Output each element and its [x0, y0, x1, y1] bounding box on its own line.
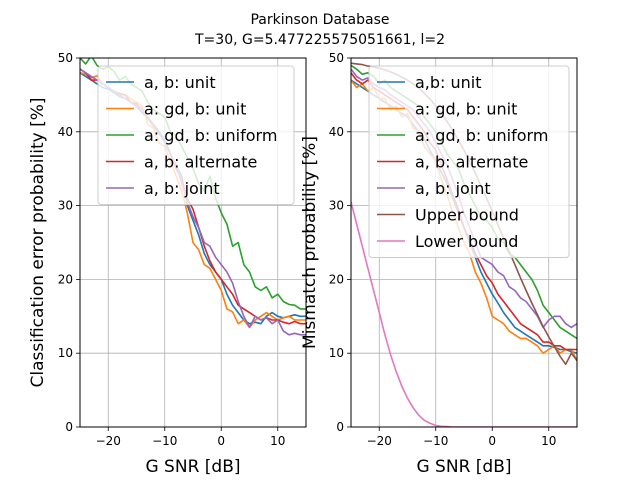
x-tick-label: −20 [367, 434, 392, 448]
y-tick-label: 50 [329, 51, 344, 65]
legend-label: a: gd, b: uniform [415, 126, 548, 145]
left-axes-frame [79, 57, 307, 428]
legend-label: a, b: unit [144, 73, 216, 92]
y-tick-label: 20 [58, 272, 73, 286]
legend-label: a: gd, b: unit [144, 100, 246, 119]
figure-title-line2: T=30, G=5.477225575051661, l=2 [194, 32, 445, 48]
series-line-lower-bound [351, 201, 577, 427]
left-xlabel: G SNR [dB] [145, 457, 240, 477]
x-tick-label: 10 [541, 434, 556, 448]
y-tick-label: 0 [336, 420, 344, 434]
y-tick-label: 10 [329, 346, 344, 360]
right-ylabel: Mismatch probability [%] [300, 136, 320, 349]
x-tick-label: 10 [270, 434, 285, 448]
legend-label: Lower bound [415, 232, 518, 251]
legend-label: a, b: alternate [144, 153, 257, 172]
right-ticks: −20 −10 0 10 0 10 20 30 40 50 [329, 51, 557, 448]
y-tick-label: 30 [58, 199, 73, 213]
right-axes-frame [350, 57, 578, 428]
x-tick-label: 0 [488, 434, 496, 448]
legend-label: a: gd, b: uniform [144, 126, 277, 145]
right-xlabel: G SNR [dB] [416, 457, 511, 477]
y-tick-label: 30 [329, 199, 344, 213]
x-tick-label: 0 [217, 434, 225, 448]
legend-box [368, 65, 570, 258]
y-tick-label: 50 [58, 51, 73, 65]
x-tick-label: −10 [423, 434, 448, 448]
legend-box [97, 65, 295, 205]
right-legend: a,b: unit a: gd, b: unit a: gd, b: uniform… [368, 65, 570, 258]
y-tick-label: 10 [58, 346, 73, 360]
right-axes: −20 −10 0 10 0 10 20 30 40 50 G SNR [dB] Mismatch… [300, 51, 578, 477]
legend-label: a, b: alternate [415, 153, 528, 172]
legend-label: a, b: joint [144, 179, 220, 198]
legend-label: a, b: joint [415, 179, 491, 198]
left-ylabel: Classification error probability [%] [28, 98, 48, 388]
legend-label: a: gd, b: unit [415, 100, 517, 119]
left-legend: a, b: unit a: gd, b: unit a: gd, b: unifor… [97, 65, 295, 205]
left-axes: −20 −10 0 10 0 10 20 30 40 50 G SNR [dB] Classifi… [28, 51, 307, 477]
y-tick-label: 40 [58, 125, 73, 139]
figure-title-line1: Parkinson Database [250, 12, 389, 28]
left-ticks: −20 −10 0 10 0 10 20 30 40 50 [58, 51, 286, 448]
legend-label: Upper bound [415, 206, 519, 225]
x-tick-label: −10 [152, 434, 177, 448]
x-tick-label: −20 [96, 434, 121, 448]
y-tick-label: 40 [329, 125, 344, 139]
y-tick-label: 20 [329, 272, 344, 286]
y-tick-label: 0 [65, 420, 73, 434]
legend-label: a,b: unit [415, 73, 482, 92]
